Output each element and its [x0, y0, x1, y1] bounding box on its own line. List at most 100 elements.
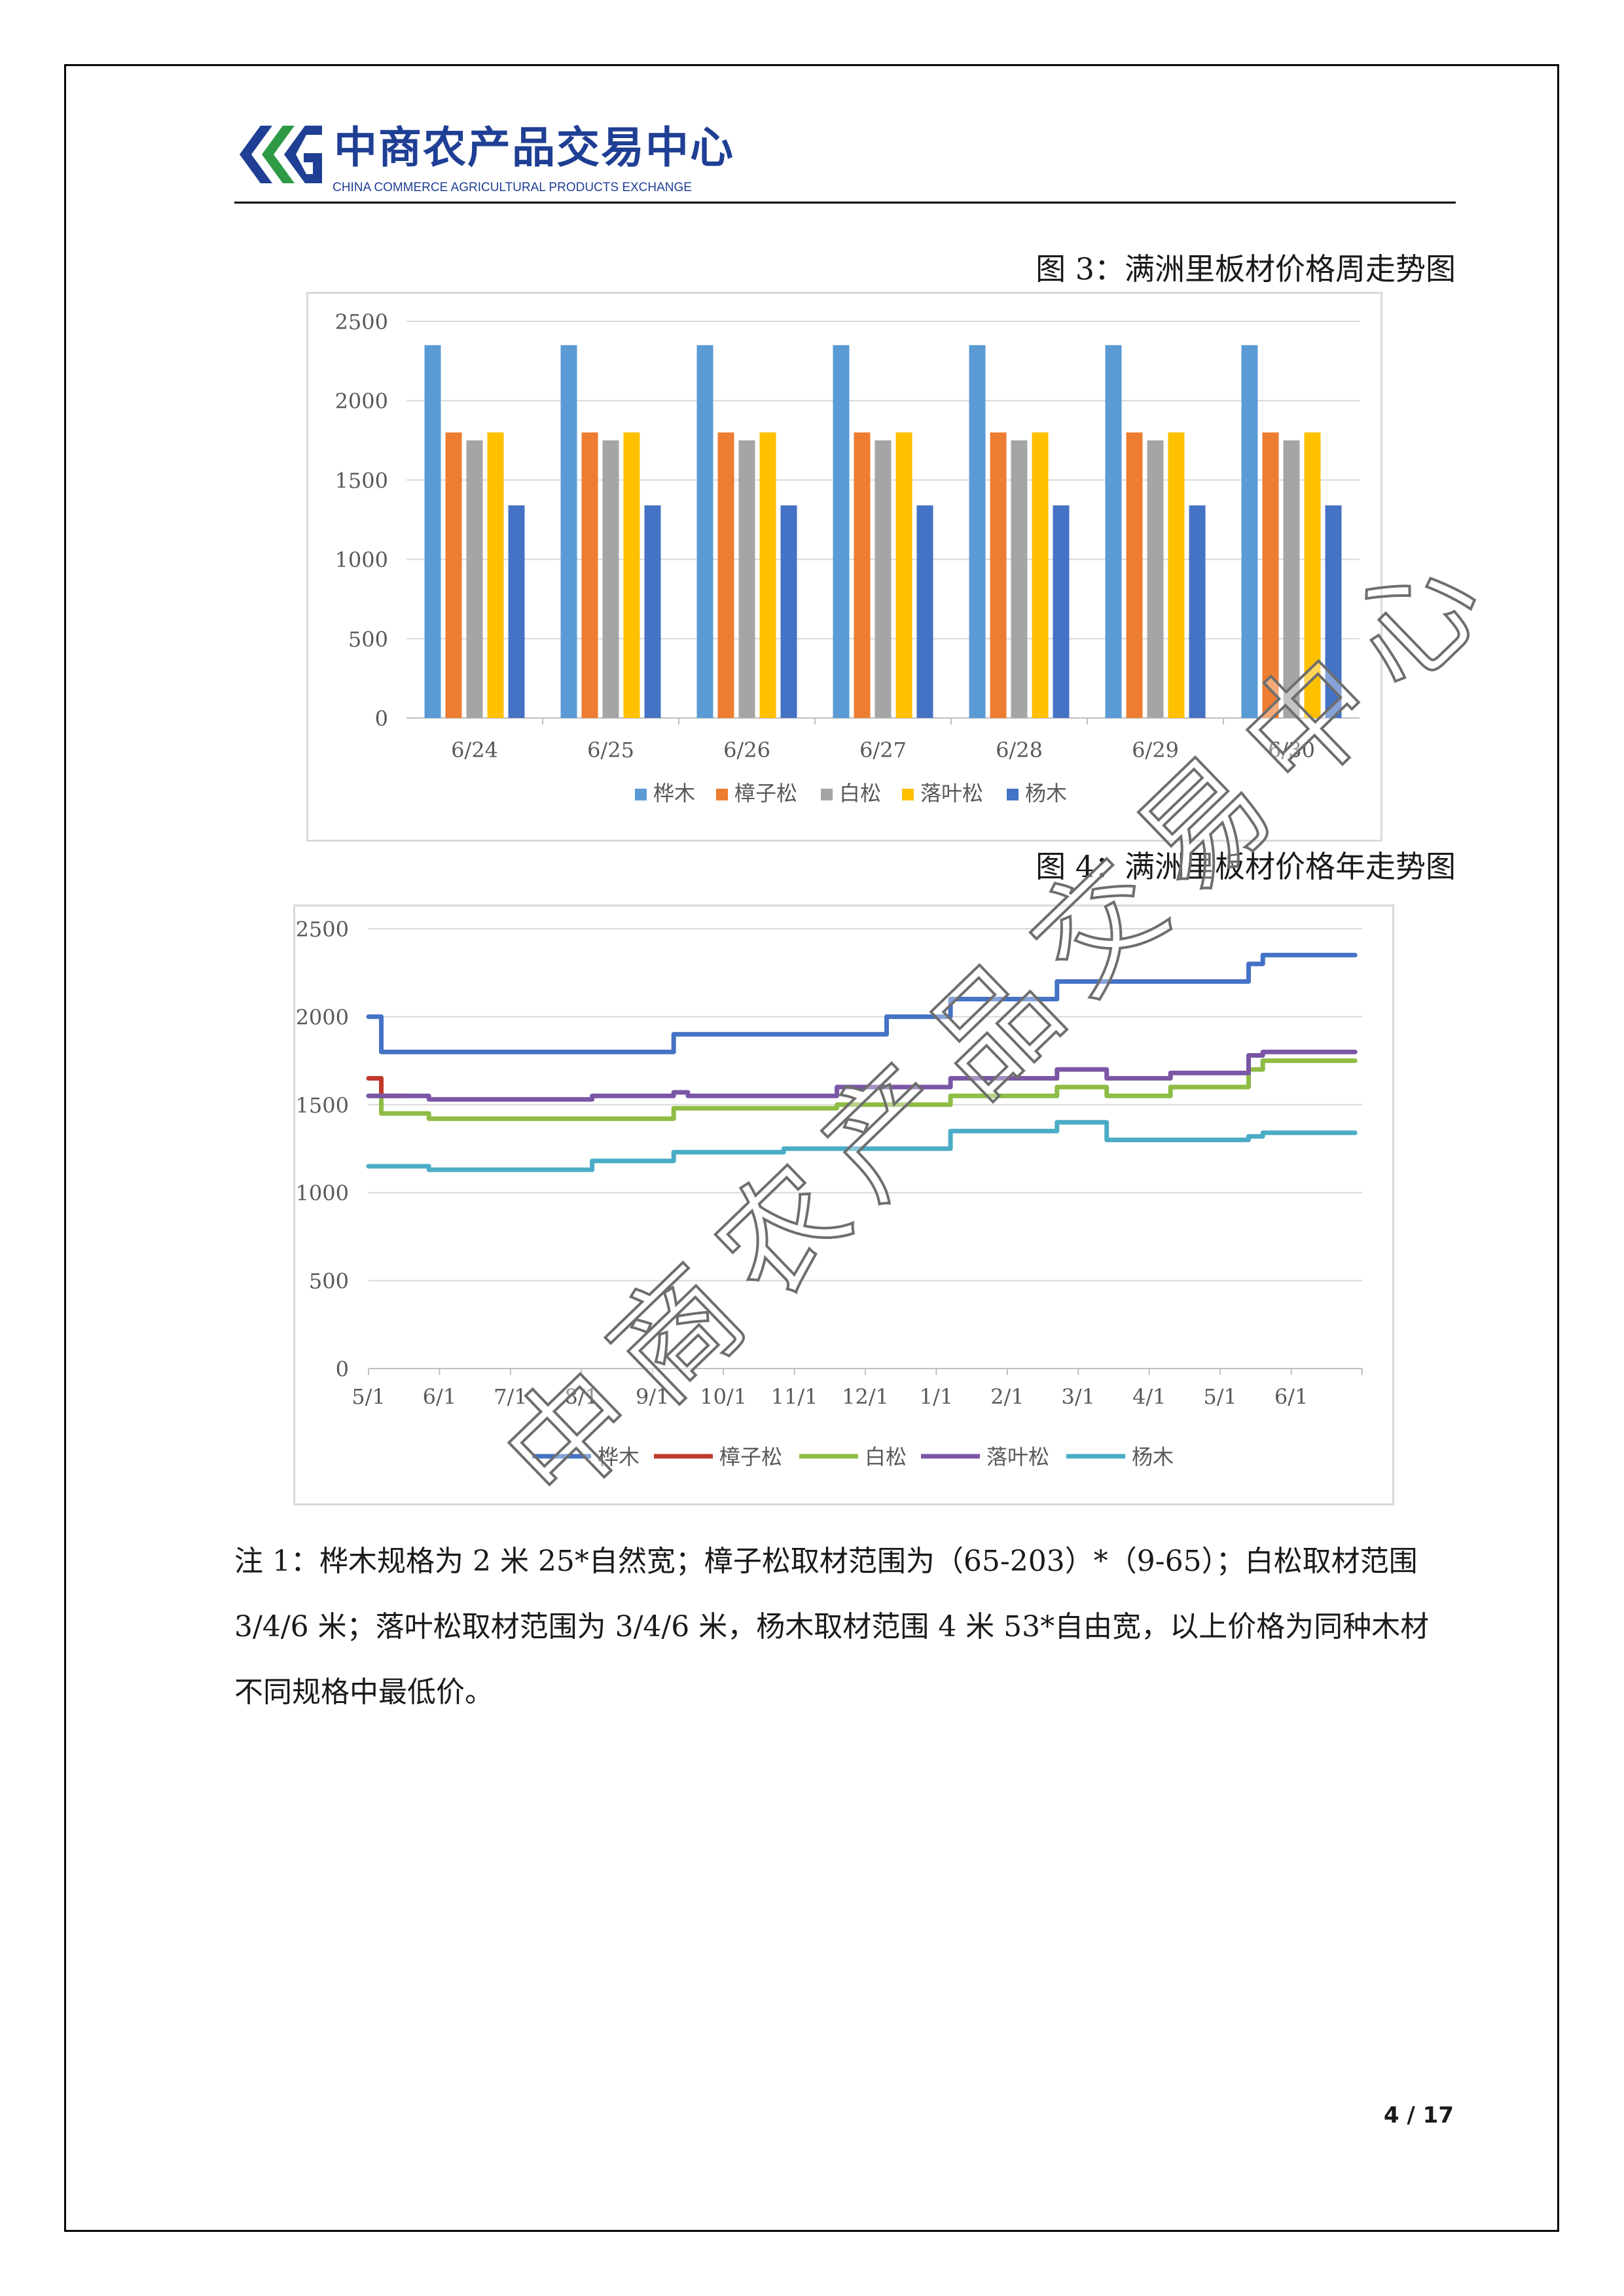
- bar: [854, 432, 871, 718]
- y-tick-label: 2500: [296, 917, 349, 942]
- bar: [1126, 432, 1143, 718]
- bar: [1283, 440, 1300, 718]
- series-line: [366, 1120, 1358, 1172]
- legend-label: 白松: [839, 781, 881, 806]
- legend-swatch: [635, 789, 647, 800]
- bar: [445, 432, 462, 718]
- x-tick-label: 6/26: [723, 738, 770, 762]
- bar: [833, 345, 850, 718]
- bar: [990, 432, 1007, 718]
- legend-label: 桦木: [653, 781, 695, 806]
- x-tick-label: 6/1: [423, 1384, 457, 1409]
- x-tick-label: 1/1: [920, 1384, 954, 1409]
- legend-swatch: [716, 789, 728, 800]
- legend-label: 杨木: [1025, 781, 1067, 806]
- y-tick-label: 0: [375, 706, 388, 731]
- bar: [738, 440, 755, 718]
- bar: [424, 345, 441, 718]
- x-tick-label: 6/29: [1132, 738, 1179, 762]
- figure-4-caption: 图 4：满洲里板材价格年走势图: [1036, 849, 1456, 884]
- x-tick-label: 10/1: [700, 1384, 747, 1409]
- yearly-price-line-chart: 0 500 1000 1500 2000 2500 5/1 6/1 7/1 8/1 9/1 10/1 1…: [293, 905, 1394, 1505]
- page-border: [64, 64, 1559, 2232]
- bar: [508, 505, 525, 718]
- bar: [969, 345, 986, 718]
- figure-3-caption: 图 3：满洲里板材价格周走势图: [1036, 251, 1456, 287]
- y-tick-label: 1000: [335, 548, 388, 573]
- x-tick-label: 6/25: [587, 738, 634, 762]
- x-tick-label: 3/1: [1062, 1384, 1096, 1409]
- line-chart-canvas: 0 500 1000 1500 2000 2500 5/1 6/1 7/1 8/1 9/1 10/1 1…: [296, 917, 1363, 1469]
- y-tick-label: 2500: [335, 310, 388, 334]
- x-tick-label: 6/28: [996, 738, 1043, 762]
- series-line: [366, 1049, 1358, 1102]
- x-tick-label: 9/1: [636, 1384, 670, 1409]
- y-tick-label: 0: [336, 1357, 349, 1382]
- bar: [895, 432, 912, 718]
- x-tick-label: 6/24: [451, 738, 498, 762]
- bar: [1168, 432, 1185, 718]
- bar-chart-canvas: 0 500 1000 1500 2000 2500 6/24 6/25 6/26 6/27 6/28…: [335, 310, 1360, 806]
- bar: [780, 505, 797, 718]
- x-tick-label: 6/27: [859, 738, 907, 762]
- legend-label: 落叶松: [986, 1444, 1049, 1469]
- weekly-price-bar-chart: 0 500 1000 1500 2000 2500 6/24 6/25 6/26 6/27 6/28…: [306, 292, 1382, 842]
- bar: [1304, 432, 1321, 718]
- legend-swatch: [1007, 789, 1019, 800]
- legend-label: 杨木: [1132, 1444, 1174, 1469]
- x-tick-label: 7/1: [494, 1384, 528, 1409]
- bar: [1105, 345, 1122, 718]
- bar: [1053, 505, 1070, 718]
- y-tick-label: 2000: [335, 389, 388, 414]
- x-tick-label: 6/1: [1274, 1384, 1308, 1409]
- bar: [717, 432, 734, 718]
- bar: [644, 505, 661, 718]
- series-line: [366, 1058, 1358, 1121]
- x-tick-label: 2/1: [990, 1384, 1024, 1409]
- y-tick-label: 500: [309, 1269, 349, 1294]
- x-tick-label: 5/1: [352, 1384, 386, 1409]
- legend-swatch: [821, 789, 833, 800]
- legend-swatch: [902, 789, 914, 800]
- legend-label: 桦木: [598, 1444, 640, 1469]
- note-line-1: 注 1：桦木规格为 2 米 25*自然宽；樟子松取材范围为（65-203）*（9…: [234, 1545, 1418, 1578]
- x-tick-label: 8/1: [565, 1384, 599, 1409]
- note-line-3: 不同规格中最低价。: [234, 1676, 494, 1709]
- bar: [1262, 432, 1279, 718]
- logo-chinese-name: 中商农产品交易中心: [334, 122, 734, 173]
- bar: [696, 345, 713, 718]
- y-tick-label: 1500: [296, 1093, 349, 1118]
- x-tick-label: 11/1: [771, 1384, 818, 1409]
- note-paragraph: 注 1：桦木规格为 2 米 25*自然宽；樟子松取材范围为（65-203）*（9…: [234, 1529, 1457, 1725]
- bar: [1147, 440, 1164, 718]
- bar: [875, 440, 892, 718]
- page-number: 4 / 17: [1383, 2102, 1454, 2128]
- bar: [1032, 432, 1049, 718]
- x-tick-label: 12/1: [842, 1384, 889, 1409]
- bar: [1011, 440, 1028, 718]
- header-divider: [234, 202, 1456, 204]
- series-line: [366, 952, 1358, 1054]
- bar: [602, 440, 619, 718]
- bar: [1189, 505, 1206, 718]
- y-tick-label: 500: [348, 627, 388, 652]
- bar: [560, 345, 577, 718]
- logo-english-name: CHINA COMMERCE AGRICULTURAL PRODUCTS EXC…: [333, 181, 692, 194]
- logo-emblem-icon: [240, 126, 322, 183]
- x-tick-label: 4/1: [1132, 1384, 1166, 1409]
- bar: [1241, 345, 1258, 718]
- bar: [916, 505, 933, 718]
- bar: [1325, 505, 1342, 718]
- bar: [581, 432, 598, 718]
- note-line-2: 3/4/6 米；落叶松取材范围为 3/4/6 米，杨木取材范围 4 米 53*自…: [234, 1610, 1430, 1643]
- bar: [466, 440, 483, 718]
- legend-label: 落叶松: [920, 781, 983, 806]
- x-tick-label: 5/1: [1203, 1384, 1237, 1409]
- series-line: [366, 1076, 406, 1098]
- bar: [487, 432, 504, 718]
- bar: [623, 432, 640, 718]
- legend-label: 樟子松: [734, 781, 797, 806]
- x-tick-label: 6/30: [1268, 738, 1315, 762]
- bar: [759, 432, 776, 718]
- legend-label: 樟子松: [719, 1444, 782, 1469]
